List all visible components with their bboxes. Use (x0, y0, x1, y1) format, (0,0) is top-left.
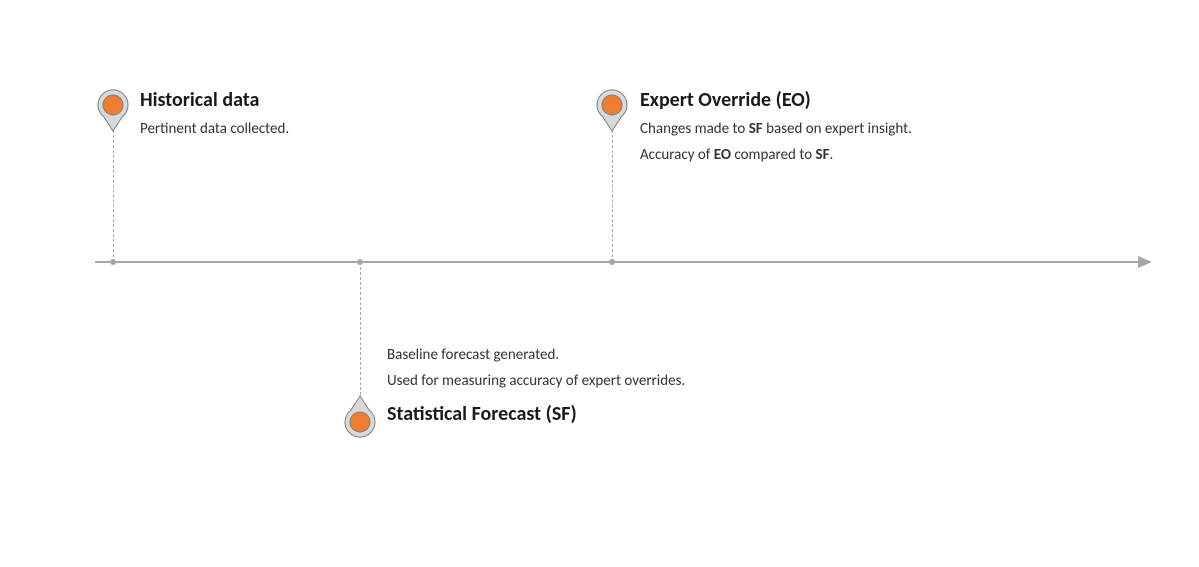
desc-eo-0: Changes made to SF based on expert insig… (640, 120, 912, 138)
desc-eo-1: Accuracy of EO compared to SF. (640, 146, 833, 164)
connector-sf (360, 262, 361, 395)
title-eo: Expert Override (EO) (640, 88, 811, 112)
title-historical: Historical data (140, 88, 259, 112)
pin-historical (96, 88, 130, 132)
connector-historical (113, 130, 114, 262)
connector-eo (612, 130, 613, 262)
title-sf: Statistical Forecast (SF) (387, 402, 577, 426)
pin-sf (343, 395, 377, 439)
desc-historical-0: Pertinent data collected. (140, 120, 289, 138)
desc-sf-1: Used for measuring accuracy of expert ov… (387, 372, 685, 390)
timeline-axis (95, 261, 1140, 263)
desc-sf-0: Baseline forecast generated. (387, 346, 559, 364)
pin-eo (595, 88, 629, 132)
timeline-arrowhead (1138, 256, 1152, 268)
